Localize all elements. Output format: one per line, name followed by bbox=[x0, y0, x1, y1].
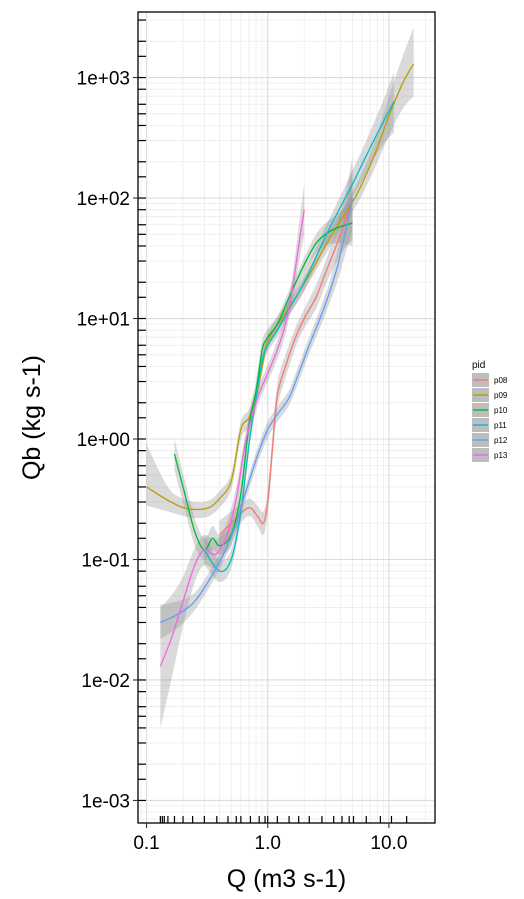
y-axis-ticks: 1e-03 1e-02 1e-01 1e+00 1e+01 1e+02 1e+03 bbox=[77, 69, 138, 812]
legend-title: pid bbox=[472, 360, 485, 371]
series-line-p13 bbox=[159, 209, 305, 667]
legend-label-p11: p11 bbox=[494, 421, 507, 430]
confidence-band-p11 bbox=[204, 72, 394, 583]
legend-label-p13: p13 bbox=[494, 451, 508, 460]
legend-label-p08: p08 bbox=[494, 376, 508, 385]
x-tick-label: 0.1 bbox=[133, 833, 159, 854]
legend-label-p10: p10 bbox=[494, 406, 508, 415]
legend-label-p12: p12 bbox=[494, 436, 508, 445]
y-tick-label: 1e-03 bbox=[81, 791, 130, 812]
confidence-band-p08 bbox=[219, 156, 353, 550]
y-tick-label: 1e-02 bbox=[81, 671, 130, 692]
axis-minor-ticks bbox=[138, 19, 408, 823]
x-axis-ticks: 0.1 1.0 10.0 bbox=[133, 823, 407, 854]
plot-panel bbox=[138, 12, 435, 823]
y-tick-label: 1e+03 bbox=[77, 69, 130, 90]
legend: pid p08 p09 p10 p11 p12 p13 bbox=[472, 360, 508, 462]
y-tick-label: 1e-01 bbox=[81, 550, 130, 571]
y-tick-label: 1e+01 bbox=[77, 310, 130, 331]
x-axis-title: Q (m3 s-1) bbox=[227, 865, 346, 893]
y-axis-title: Qb (kg s-1) bbox=[18, 355, 46, 480]
x-tick-label: 10.0 bbox=[370, 833, 407, 854]
series-lines bbox=[146, 63, 415, 667]
series-line-p11 bbox=[203, 101, 395, 573]
series-line-p12 bbox=[160, 197, 354, 624]
y-tick-label: 1e+02 bbox=[77, 189, 130, 210]
y-tick-label: 1e+00 bbox=[77, 430, 130, 451]
series-line-p08 bbox=[219, 197, 354, 536]
x-tick-label: 1.0 bbox=[255, 833, 281, 854]
legend-label-p09: p09 bbox=[494, 391, 508, 400]
